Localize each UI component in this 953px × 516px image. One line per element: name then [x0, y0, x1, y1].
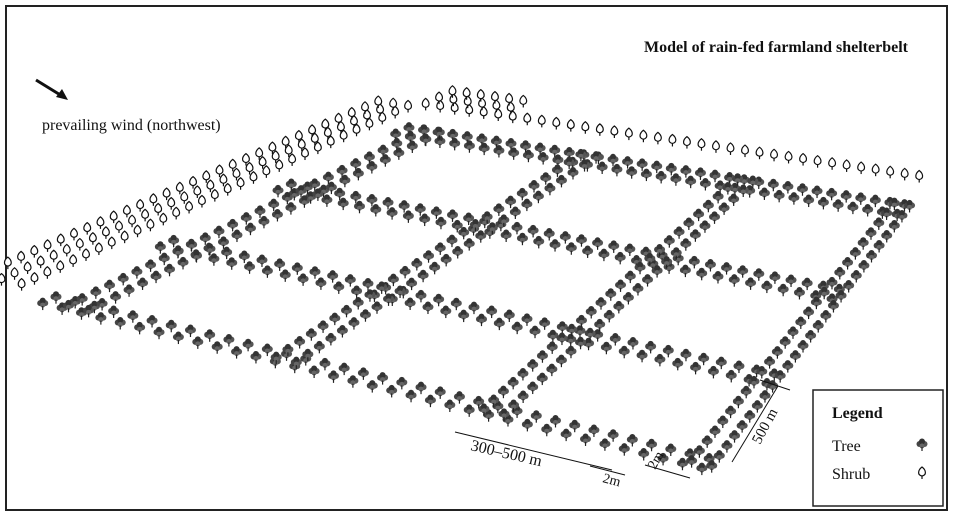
- dimension-line: [454, 431, 613, 471]
- legend-label: Shrub: [832, 466, 870, 483]
- dimension-label: 2m: [601, 471, 622, 490]
- title: Model of rain-fed farmland shelterbelt: [644, 39, 909, 56]
- frame: [5, 5, 948, 511]
- legend: Legend Tree Shrub: [812, 389, 944, 507]
- wind-arrow-head: [56, 89, 68, 100]
- wind-arrow: [35, 78, 63, 98]
- legend-title: Legend: [832, 405, 883, 422]
- legend-label: Tree: [832, 438, 861, 455]
- dimensions: [454, 379, 791, 479]
- dimension-line: [759, 379, 791, 391]
- shrub-icon: [0, 273, 6, 287]
- dimension-line: [731, 385, 779, 463]
- wind-label: prevailing wind (northwest): [42, 117, 221, 134]
- dimension-line: [644, 464, 691, 479]
- dimension-line: [589, 465, 626, 476]
